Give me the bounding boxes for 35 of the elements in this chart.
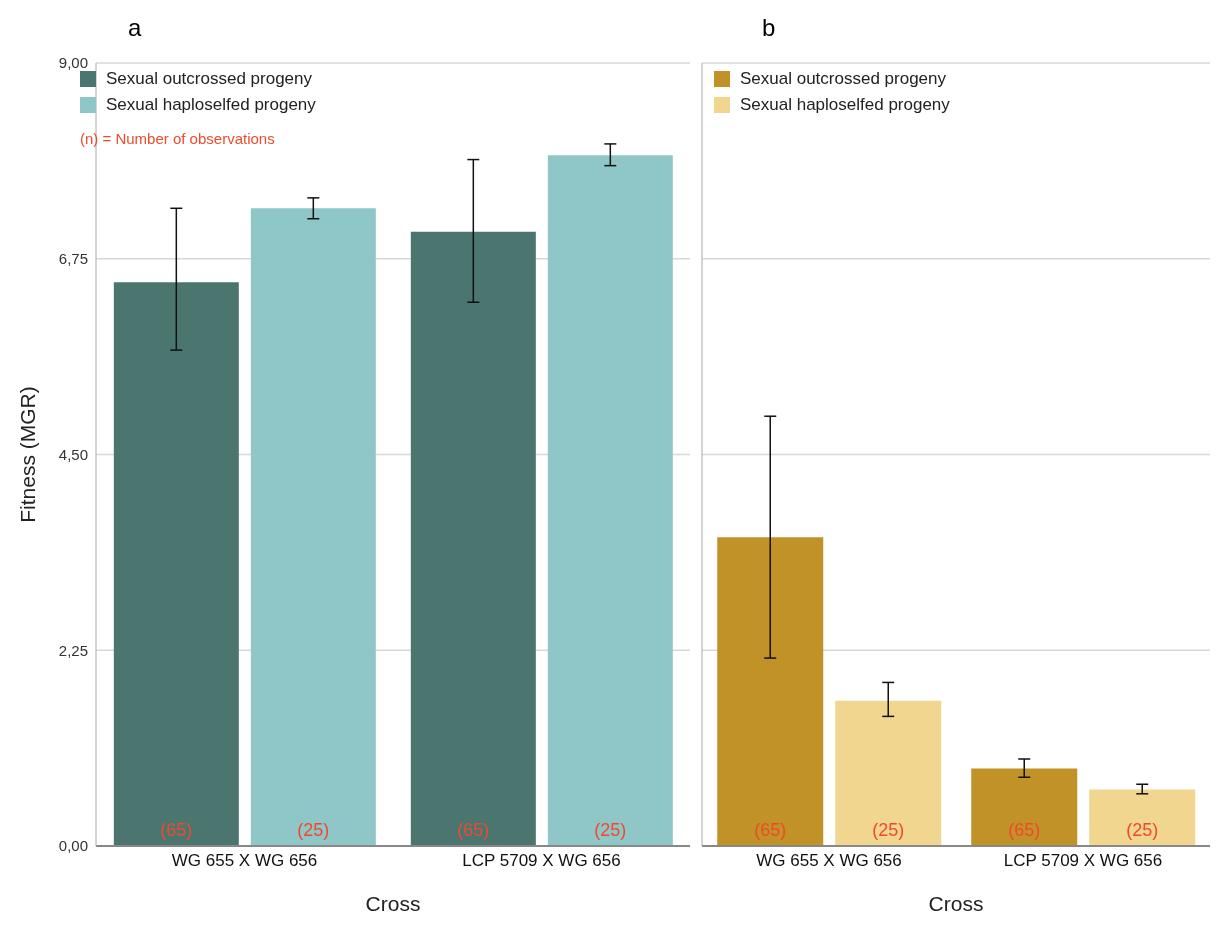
bar	[1089, 789, 1196, 846]
annotation: (n) = Number of observations	[80, 129, 276, 149]
bar	[835, 700, 942, 846]
x-tick-label: LCP 5709 X WG 656	[462, 851, 621, 871]
chart-title: b	[761, 13, 777, 43]
x-axis-title: Cross	[365, 892, 421, 915]
x-axis-title: Cross	[928, 892, 984, 915]
x-tick-label: WG 655 X WG 656	[171, 851, 318, 871]
bar	[971, 768, 1078, 846]
legend-label: Sexual haploselfed progeny	[106, 94, 316, 116]
legend-label: Sexual outcrossed progeny	[106, 68, 313, 90]
x-tick-label: LCP 5709 X WG 656	[1003, 851, 1163, 871]
annotation: (65)	[1008, 820, 1041, 840]
y-tick-label: 4,50	[58, 445, 88, 463]
chart-title: a	[127, 13, 143, 43]
annotation: (25)	[872, 820, 905, 840]
y-axis-title: Fitness (MGR)	[16, 386, 40, 523]
annotation: (65)	[160, 820, 193, 840]
legend-label: Sexual haploselfed progeny	[740, 94, 950, 116]
bar	[547, 155, 673, 846]
annotation: (25)	[594, 820, 627, 840]
annotation: (25)	[297, 820, 330, 840]
bar	[410, 231, 536, 846]
y-tick-label: 6,75	[58, 250, 88, 268]
y-tick-label: 0,00	[58, 837, 88, 855]
bar	[113, 282, 239, 846]
bar	[717, 537, 824, 846]
y-tick-label: 2,25	[58, 641, 88, 659]
annotation: (65)	[457, 820, 490, 840]
bar	[250, 208, 376, 846]
legend-label: Sexual outcrossed progeny	[740, 68, 947, 90]
annotation: (65)	[754, 820, 787, 840]
x-tick-label: WG 655 X WG 656	[756, 851, 902, 871]
annotation: (25)	[1126, 820, 1159, 840]
y-tick-label: 9,00	[58, 54, 88, 72]
